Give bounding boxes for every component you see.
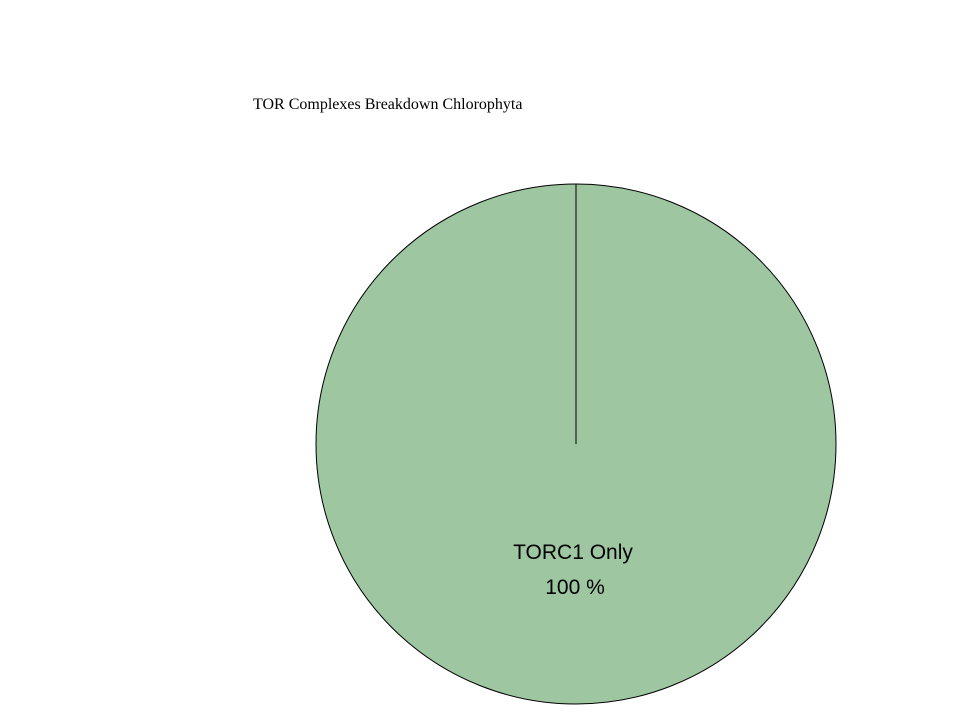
pie-slice xyxy=(315,183,837,705)
pie-labels: TORC1 Only 100 % xyxy=(513,541,633,599)
pie-slices xyxy=(315,183,837,705)
pie-slice-value-label: 100 % xyxy=(545,576,605,599)
pie-slice-label: TORC1 Only xyxy=(513,541,633,564)
chart-title: TOR Complexes Breakdown Chlorophyta xyxy=(253,96,523,113)
